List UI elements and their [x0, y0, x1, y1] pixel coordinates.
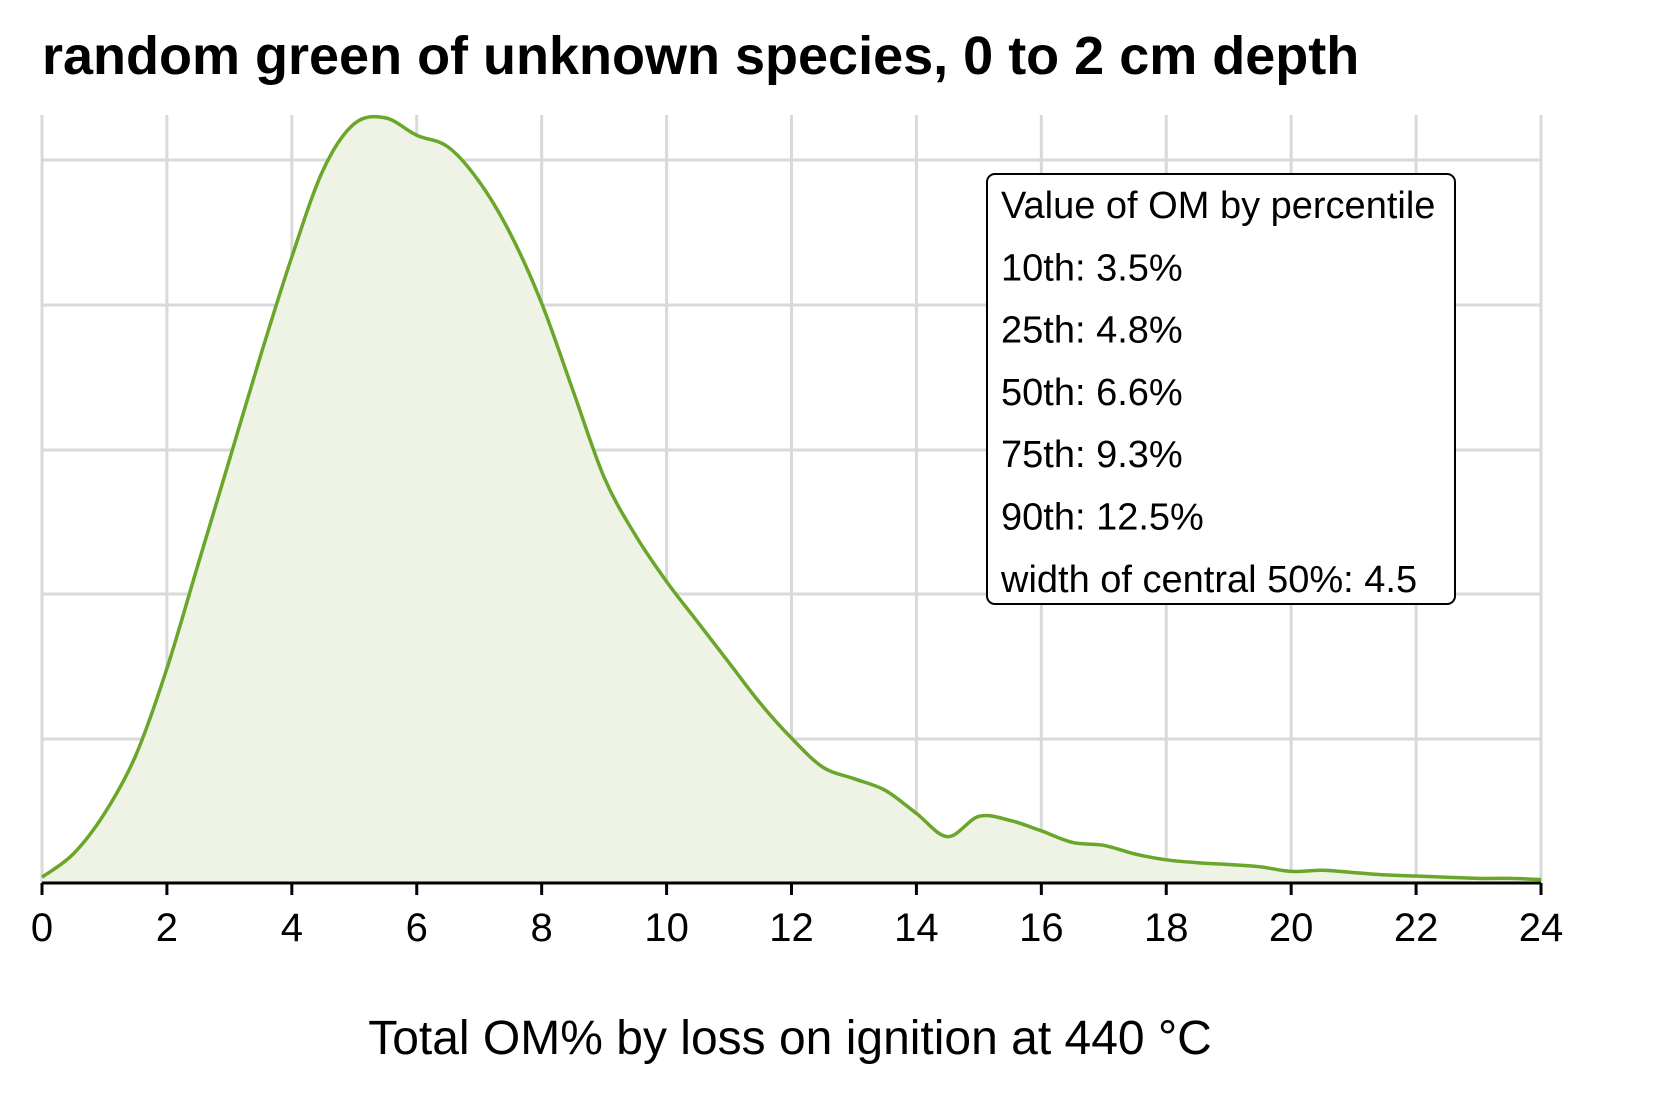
percentile-legend: Value of OM by percentile 10th: 3.5% 25th:…: [986, 173, 1456, 605]
x-tick-label: 12: [769, 906, 814, 950]
legend-line: 50th: 6.6%: [1001, 372, 1183, 414]
x-axis: 0 2 4 6 8 10 12 14 16 18 20 22 24: [31, 881, 1564, 950]
chart-title: random green of unknown species, 0 to 2 …: [42, 26, 1359, 86]
x-tick-label: 14: [894, 906, 939, 950]
x-tick-label: 6: [406, 906, 428, 950]
x-tick-label: 0: [31, 906, 53, 950]
x-tick-label: 24: [1519, 906, 1564, 950]
legend-line: 90th: 12.5%: [1001, 497, 1204, 539]
x-tick-label: 8: [531, 906, 553, 950]
legend-box: [986, 173, 1456, 605]
legend-line: 25th: 4.8%: [1001, 310, 1183, 352]
x-tick-label: 4: [281, 906, 303, 950]
density-area-fill: [42, 116, 1541, 884]
legend-line: Value of OM by percentile: [1001, 185, 1435, 227]
x-tick-label: 22: [1394, 906, 1439, 950]
legend-line: 10th: 3.5%: [1001, 247, 1183, 289]
x-tick-label: 20: [1269, 906, 1314, 950]
x-tick-label: 18: [1144, 906, 1189, 950]
legend-line: 75th: 9.3%: [1001, 434, 1183, 476]
x-axis-label: Total OM% by loss on ignition at 440 °C: [368, 1012, 1212, 1065]
x-tick-label: 2: [156, 906, 178, 950]
legend-line: width of central 50%: 4.5: [1000, 559, 1417, 601]
x-tick-label: 16: [1019, 906, 1064, 950]
x-tick-label: 10: [644, 906, 689, 950]
density-curve: [40, 114, 1542, 882]
